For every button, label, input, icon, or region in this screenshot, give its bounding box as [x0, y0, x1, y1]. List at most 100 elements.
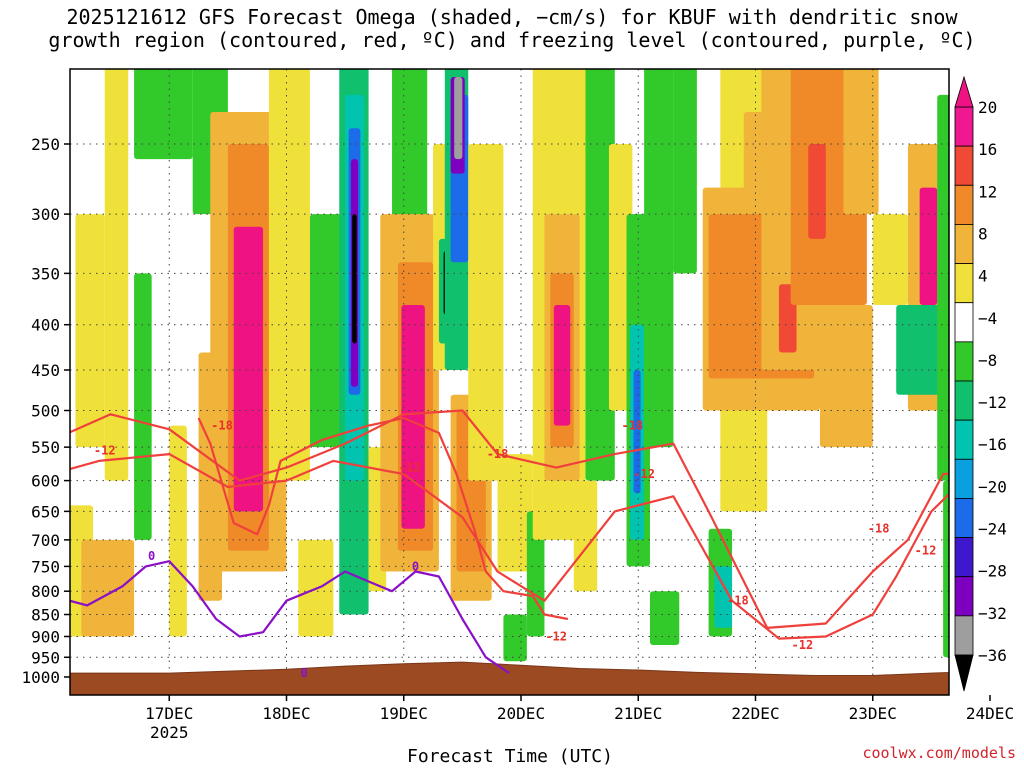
omega-cell-41	[553, 304, 571, 426]
omega-cell-31	[454, 76, 463, 160]
freezing-level-contour	[70, 560, 510, 675]
omega-cell-50	[673, 69, 697, 274]
contour-label-9: -18	[868, 522, 890, 536]
dgz-minus12-contour-bottom	[70, 453, 949, 640]
contour-label-6: -12	[545, 629, 567, 643]
chart-title-line-2: growth region (contoured, red, ºC) and f…	[48, 28, 976, 52]
y-tick-label-600: 600	[31, 472, 60, 491]
omega-cell-37	[526, 511, 545, 637]
chart-title: 2025121612 GFS Forecast Omega (shaded, −…	[0, 6, 1024, 52]
y-tick-label-350: 350	[31, 264, 60, 283]
y-axis: 250 300 350 400 450 500 550 600 650 700 750 800 850 9…	[21, 135, 70, 687]
contour-label-13: 0	[300, 666, 307, 680]
y-tick-label-650: 650	[31, 502, 60, 521]
x-tick-label-20DEC: 20DEC	[497, 704, 545, 723]
omega-cell-13	[309, 214, 346, 448]
omega-cell-12	[268, 69, 310, 481]
colorbar-segment-13	[954, 615, 974, 656]
colorbar-segment-1	[954, 145, 974, 186]
colorbar-label-3: 8	[978, 224, 988, 243]
colorbar-label-9: −20	[978, 477, 1007, 496]
colorbar-segment-2	[954, 184, 974, 225]
omega-cell-4	[134, 69, 193, 160]
credit-link[interactable]: coolwx.com/models	[862, 744, 1016, 762]
colorbar-label-1: 16	[978, 140, 997, 159]
x-tick-label-22DEC: 22DEC	[731, 704, 779, 723]
colorbar-segment-4	[954, 263, 974, 304]
contour-label-10: -12	[915, 544, 937, 558]
contour-label-7: -18	[727, 594, 749, 608]
colorbar: 20 16 12 8 4 −4 −8 −12 −16 −20 −24 −28 −32 −36	[954, 75, 1007, 692]
omega-cell-34	[468, 144, 504, 481]
colorbar-label-13: −36	[978, 646, 1007, 665]
contours: -12 -18 -12 -18 -18 -12 -12 -18 -12 -18 -12 0 0 0	[70, 409, 949, 680]
colorbar-over-arrow	[954, 75, 974, 108]
omega-cell-60	[808, 144, 826, 239]
x-tick-label-23DEC: 23DEC	[849, 704, 897, 723]
contour-label-2: -12	[399, 461, 421, 475]
colorbar-under-arrow	[954, 654, 974, 692]
x-tick-label-24DEC: 24DEC	[966, 704, 1014, 723]
y-tick-label-300: 300	[31, 205, 60, 224]
x-tick-label-17DEC: 17DEC	[145, 704, 193, 723]
omega-cell-5	[134, 273, 152, 540]
colorbar-label-4: 4	[978, 267, 988, 286]
colorbar-segment-6	[954, 341, 974, 382]
terrain	[70, 661, 949, 695]
contour-label-11: 0	[148, 549, 155, 563]
omega-cell-65	[919, 187, 938, 305]
contour-label-3: -18	[487, 447, 509, 461]
colorbar-label-0: 20	[978, 98, 997, 117]
omega-cell-49	[649, 591, 680, 645]
omega-cell-62	[843, 69, 879, 215]
colorbar-label-2: 12	[978, 182, 997, 201]
omega-cell-42	[585, 69, 615, 481]
contour-label-4: -18	[622, 419, 644, 433]
colorbar-segment-11	[954, 537, 974, 578]
colorbar-segment-8	[954, 419, 974, 460]
colorbar-segment-5	[954, 302, 974, 343]
y-tick-label-500: 500	[31, 402, 60, 421]
colorbar-segment-3	[954, 224, 974, 264]
x-axis-label: Forecast Time (UTC)	[407, 746, 613, 767]
contour-label-5: -12	[633, 467, 655, 481]
colorbar-label-7: −12	[978, 393, 1007, 412]
contour-label-8: -12	[792, 638, 814, 652]
x-tick-label-18DEC: 18DEC	[262, 704, 310, 723]
colorbar-label-10: −24	[978, 520, 1007, 539]
omega-cell-71	[943, 480, 949, 658]
omega-shading	[70, 69, 949, 662]
dgz-minus18-contour	[197, 417, 569, 621]
y-tick-label-400: 400	[31, 316, 60, 335]
omega-cell-47	[633, 369, 641, 494]
y-tick-label-250: 250	[31, 135, 60, 154]
omega-cell-63	[872, 214, 908, 305]
dgz-minus12-contour-top	[70, 409, 949, 630]
grid-lines	[70, 69, 949, 695]
omega-cell-67	[937, 94, 949, 481]
omega-cell-36	[503, 614, 527, 662]
omega-cell-52	[714, 566, 733, 628]
colorbar-segment-9	[954, 458, 974, 499]
y-tick-label-950: 950	[31, 648, 60, 667]
omega-cell-2	[75, 214, 105, 448]
colorbar-label-11: −28	[978, 562, 1007, 581]
omega-cell-48	[644, 69, 674, 448]
y-tick-label-800: 800	[31, 582, 60, 601]
omega-cell-43	[573, 480, 598, 592]
x-tick-sublabel-17DEC: 2025	[150, 723, 189, 742]
colorbar-segment-10	[954, 498, 974, 538]
terrain-fill	[70, 661, 949, 695]
y-tick-label-750: 750	[31, 557, 60, 576]
colorbar-segment-7	[954, 380, 974, 421]
omega-cell-66	[896, 304, 944, 395]
contour-label-12: 0	[412, 559, 419, 573]
y-tick-label-900: 900	[31, 627, 60, 646]
plot-frame	[69, 68, 950, 696]
contour-label-0: -12	[94, 444, 116, 458]
contour-label-1: -18	[211, 419, 233, 433]
omega-cell-19	[352, 214, 357, 344]
omega-cell-35	[497, 454, 533, 572]
y-tick-label-700: 700	[31, 531, 60, 550]
